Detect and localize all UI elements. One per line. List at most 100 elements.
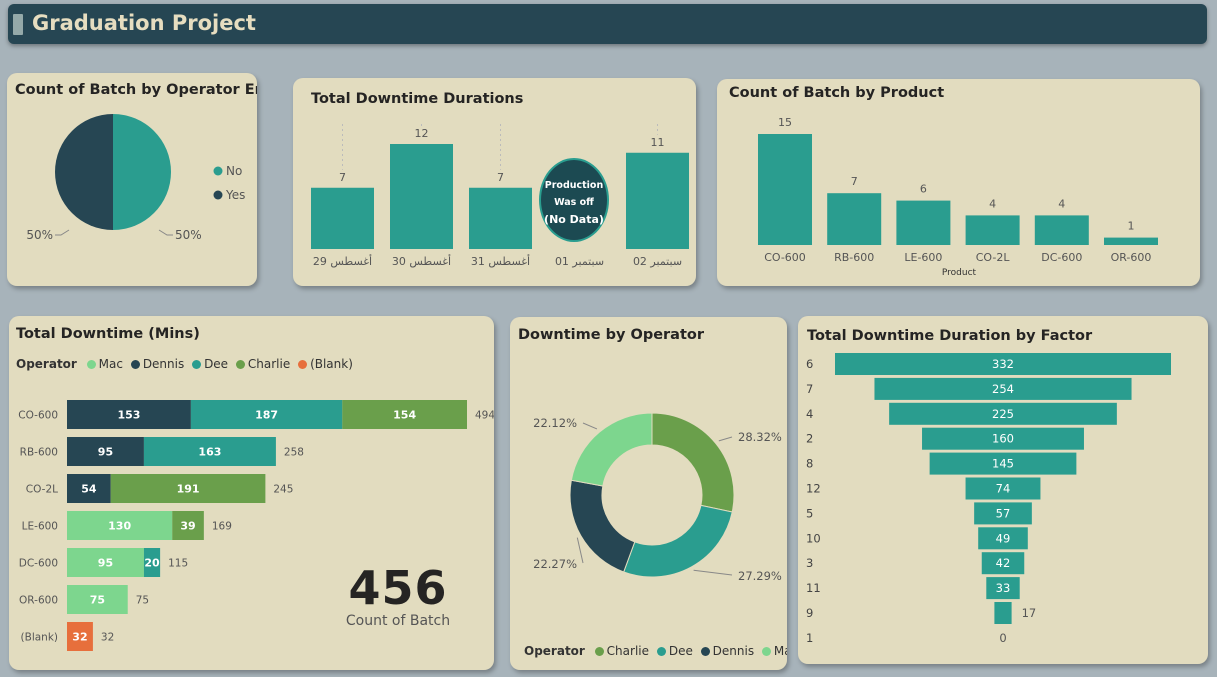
funnel-bar-12[interactable] [965, 477, 1041, 500]
report-title: Graduation Project [32, 11, 256, 35]
leader-line[interactable] [718, 436, 733, 442]
x-tick-label: سبتمبر 01 [555, 255, 604, 268]
bar-co-2l[interactable] [965, 215, 1020, 245]
bar-2[interactable] [390, 144, 453, 249]
leader-line[interactable] [576, 537, 584, 564]
kpi-value: 456 [348, 561, 448, 615]
legend-item-mac[interactable]: Mac [86, 357, 123, 371]
funnel-bar-7[interactable] [874, 377, 1132, 400]
bar-segment-or-600-mac[interactable] [67, 585, 128, 614]
funnel-bar-2[interactable] [922, 427, 1084, 450]
bar-segment-dc-600-dee[interactable] [143, 548, 161, 577]
data-label: 6 [920, 183, 927, 196]
donut-slice-dee[interactable] [623, 504, 733, 578]
donut-label-charlie: 28.32% [738, 430, 782, 444]
bar-segment-dc-600-mac[interactable] [67, 548, 144, 577]
funnel-bar-5[interactable] [974, 502, 1032, 525]
data-label: 332 [992, 357, 1014, 371]
bar-segment-co-600-dennis[interactable] [67, 400, 191, 429]
leader-line[interactable] [158, 229, 173, 236]
funnel-bar-6[interactable] [835, 353, 1171, 375]
legend-label: Mac [98, 357, 123, 371]
report-header: Graduation Project [8, 4, 1207, 44]
x-tick-label: CO-2L [976, 251, 1011, 264]
bar-or-600[interactable] [1104, 237, 1158, 245]
total-label: 245 [273, 484, 293, 496]
legend-item-dennis[interactable]: Dennis [700, 644, 754, 658]
funnel-bar-11[interactable] [986, 577, 1020, 600]
pie-slice-yes[interactable] [55, 114, 113, 230]
bar-segment-co-600-charlie[interactable] [342, 400, 467, 429]
data-label: 7 [497, 171, 504, 184]
chart-title: Total Downtime (Mins) [16, 326, 200, 342]
leader-line[interactable] [55, 229, 70, 236]
total-downtime-mins-chart[interactable]: CO-600 153 187 154 494 RB-600 95 163 258 CO-2L 54 1… [9, 316, 494, 670]
operator-error-pie-chart[interactable]: 50% 50% No Yes [7, 73, 257, 286]
funnel-bar-10[interactable] [978, 527, 1028, 550]
segment-label: 163 [198, 446, 221, 459]
y-tick-label: 2 [806, 432, 813, 446]
donut-slice-charlie[interactable] [651, 412, 735, 513]
legend-item-charlie[interactable]: Charlie [235, 357, 290, 371]
legend-dot [761, 646, 771, 656]
downtime-by-factor-card[interactable]: Total Downtime Duration by Factor 6 332 7 2… [798, 316, 1208, 664]
y-tick-label: RB-600 [20, 447, 58, 459]
donut-slice-mac[interactable] [570, 412, 653, 487]
batch-by-product-card[interactable]: Count of Batch by Product 15 CO-600 7 RB-60… [717, 79, 1200, 286]
bar-segment-rb-600-dennis[interactable] [67, 437, 144, 466]
data-label: 15 [778, 116, 792, 129]
total-downtime-durations-card[interactable]: Total Downtime Durations 7 أغسطس 29 12 أغسط… [293, 78, 696, 286]
bar-segment-co-600-dee[interactable] [190, 400, 343, 429]
bar-rb-600[interactable] [827, 193, 882, 245]
segment-label: 54 [81, 483, 97, 496]
legend-title: Operator [16, 357, 77, 371]
funnel-bar-4[interactable] [889, 402, 1117, 425]
bar-segment-blank-blank[interactable] [67, 622, 93, 651]
data-label: 33 [996, 581, 1011, 595]
funnel-bar-8[interactable] [929, 452, 1077, 475]
legend-item-blank[interactable]: (Blank) [298, 357, 353, 371]
total-downtime-durations-chart[interactable]: 7 أغسطس 29 12 أغسطس 30 7 أغسطس 31 سبتمبر 01 11 س… [293, 78, 696, 286]
funnel-bar-9[interactable] [994, 602, 1012, 624]
legend-label-yes: Yes [225, 188, 245, 202]
legend-dot-no[interactable] [213, 166, 223, 176]
downtime-by-operator-card[interactable]: Downtime by Operator 28.32% 27.29% 22.27% 2… [510, 317, 787, 670]
legend-item-dennis[interactable]: Dennis [130, 357, 184, 371]
bar-segment-co-2l-dennis[interactable] [67, 474, 111, 503]
donut-slice-dennis[interactable] [569, 479, 636, 573]
total-label: 494 [475, 410, 494, 422]
pie-slice-no[interactable] [113, 114, 171, 230]
leader-line[interactable] [582, 422, 598, 430]
legend-item-mac[interactable]: Mac [761, 644, 787, 658]
y-tick-label: 7 [806, 382, 813, 396]
bar-segment-co-2l-charlie[interactable] [110, 474, 266, 503]
y-tick-label: 10 [806, 531, 821, 545]
legend-item-dee[interactable]: Dee [192, 357, 228, 371]
funnel-bar-3[interactable] [981, 552, 1025, 575]
legend-item-charlie[interactable]: Charlie [594, 644, 649, 658]
bar-segment-rb-600-dee[interactable] [143, 437, 276, 466]
data-label: 145 [992, 457, 1014, 471]
bar-segment-le-600-charlie[interactable] [172, 511, 204, 540]
bar-le-600[interactable] [896, 200, 951, 245]
bar-1[interactable] [311, 187, 374, 249]
bar-co-600[interactable] [758, 134, 812, 245]
leader-line[interactable] [693, 569, 733, 576]
segment-label: 130 [108, 520, 131, 533]
batch-by-product-chart[interactable]: 15 CO-600 7 RB-600 6 LE-600 4 CO-2L 4 DC-600 1 OR-6… [717, 79, 1200, 286]
downtime-by-operator-donut[interactable]: 28.32% 27.29% 22.27% 22.12% [510, 317, 787, 670]
data-label: 17 [1022, 606, 1037, 620]
bar-segment-le-600-mac[interactable] [67, 511, 173, 540]
y-tick-label: 11 [806, 581, 821, 595]
legend-dot-yes[interactable] [213, 190, 223, 200]
legend-label: Dee [204, 357, 229, 371]
operator-error-pie-card[interactable]: Count of Batch by Operator Error 50% 50% N… [7, 73, 257, 286]
legend-item-dee[interactable]: Dee [656, 644, 693, 658]
y-tick-label: 9 [806, 606, 813, 620]
bar-5[interactable] [626, 152, 689, 249]
bar-3[interactable] [469, 187, 532, 249]
total-downtime-mins-card[interactable]: Total Downtime (Mins) Operator Mac Denni… [9, 316, 494, 670]
total-label: 258 [284, 447, 304, 459]
bar-dc-600[interactable] [1034, 215, 1089, 245]
